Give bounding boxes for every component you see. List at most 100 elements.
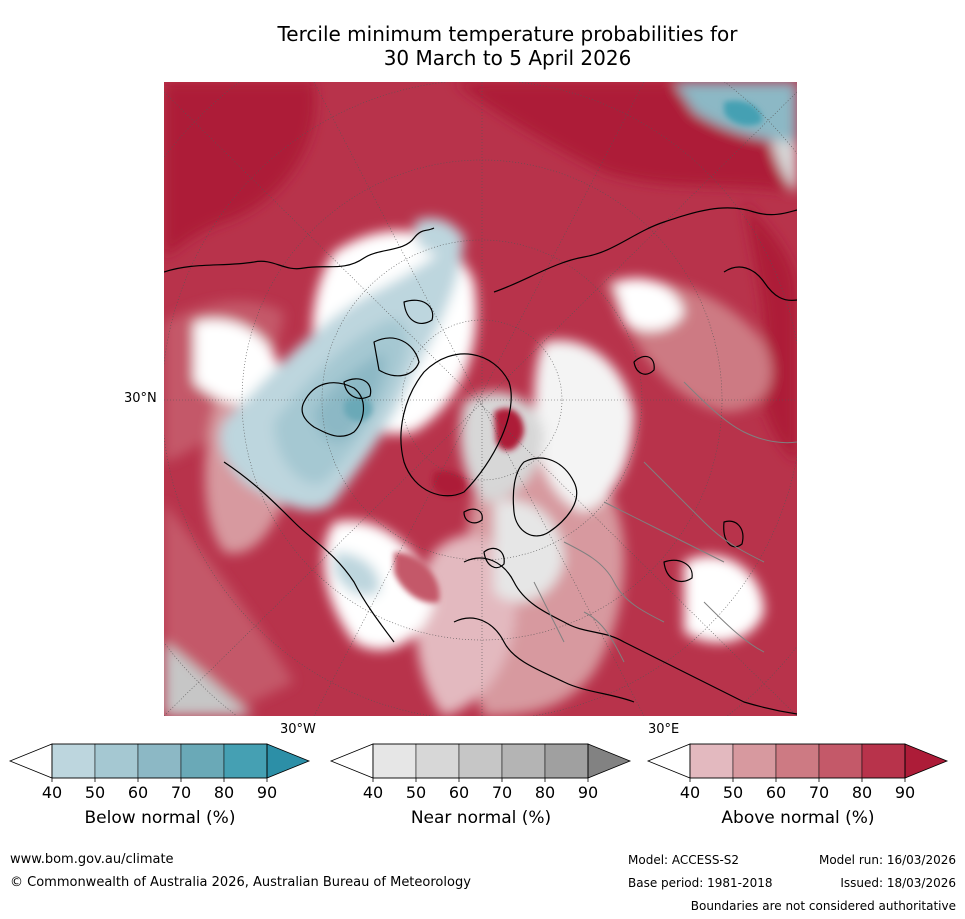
border (583, 611, 625, 663)
colorbar-below-title: Below normal (%) (84, 808, 236, 828)
colorbar-segment (180, 743, 225, 779)
colorbar-near-title: Near normal (%) (410, 808, 552, 828)
graticule (164, 82, 797, 716)
footer-model-run: Model run: 16/03/2026 (818, 853, 956, 867)
colorbar-segment (544, 743, 589, 779)
map-title: Tercile minimum temperature probabilitie… (160, 22, 855, 70)
coastline (633, 355, 655, 375)
coastline (343, 378, 372, 399)
colorbar-below: 40 50 60 70 80 90 (8, 742, 311, 802)
prob-zone-below-60 (314, 352, 385, 443)
colorbar-tick-label: 70 (492, 783, 512, 802)
colorbar-extend-high (587, 743, 632, 779)
coastline (483, 547, 505, 569)
colorbar-tick-label: 90 (578, 783, 598, 802)
prob-zone-below-80 (724, 100, 763, 126)
colorbar-segment (372, 743, 417, 779)
colorbar-tick-label: 90 (895, 783, 915, 802)
coastline (663, 559, 693, 583)
footer-copyright: © Commonwealth of Australia 2026, Austra… (10, 875, 471, 890)
lat-label-30n: 30°N (124, 391, 157, 406)
coastline (164, 227, 435, 273)
colorbar-tick-label: 80 (214, 783, 234, 802)
lon-label-30w: 30°W (280, 722, 316, 737)
title-line-2: 30 March to 5 April 2026 (383, 46, 632, 70)
country-borders (533, 381, 797, 663)
footer-base-period: Base period: 1981-2018 (628, 876, 773, 890)
colorbar-segment (137, 743, 182, 779)
colorbar-segment (818, 743, 863, 779)
colorbar-extend-low (8, 743, 53, 779)
colorbar-tick-label: 50 (85, 783, 105, 802)
prob-zone-none (534, 340, 634, 512)
colorbar-outline (372, 743, 589, 779)
colorbar-near: 40 50 60 70 80 90 (329, 742, 632, 802)
colorbar-tick-label: 50 (723, 783, 743, 802)
colorbar-tick-label: 40 (42, 783, 62, 802)
colorbar-near-graphic: 40 50 60 70 80 90 (329, 743, 632, 802)
coastline (723, 520, 744, 548)
prob-zone-above-90 (432, 470, 465, 497)
prob-zone-near-60 (164, 642, 254, 716)
prob-zone-none (684, 555, 764, 643)
colorbar-segment (501, 743, 546, 779)
prob-zone-below-40 (414, 218, 464, 254)
colorbar-tick-label: 40 (363, 783, 383, 802)
prob-zone-above-90 (164, 82, 316, 257)
colorbar-segment (223, 743, 268, 779)
coastline (400, 353, 512, 497)
footer-disclaimer: Boundaries are not considered authoritat… (690, 899, 956, 913)
coastline (463, 557, 797, 715)
colorbar-extend-high (904, 743, 949, 779)
border (533, 581, 565, 643)
colorbar-above: 40 50 60 70 80 90 (646, 742, 949, 802)
prob-zone-above-40 (415, 535, 516, 716)
prob-zone-none (614, 278, 684, 331)
colorbar-tick-label: 80 (852, 783, 872, 802)
border (683, 381, 797, 444)
prob-zone-below-70 (344, 396, 373, 422)
prob-zone-above-70 (164, 502, 294, 716)
colorbar-tick-label: 50 (406, 783, 426, 802)
lon-label-30e: 30°E (648, 722, 680, 737)
colorbar-outline (51, 743, 268, 779)
tercile-map (164, 82, 797, 716)
colorbar-segment (415, 743, 460, 779)
coastline (493, 207, 797, 293)
border (603, 501, 725, 563)
coastline (723, 266, 797, 302)
coastline (403, 299, 434, 324)
colorbar-segment (458, 743, 503, 779)
map-canvas (164, 82, 797, 716)
title-line-1: Tercile minimum temperature probabilitie… (277, 22, 738, 46)
prob-zone-above-90 (164, 82, 797, 192)
footer-issued: Issued: 18/03/2026 (840, 876, 956, 890)
colorbar-tick-label: 70 (171, 783, 191, 802)
colorbar-tick-label: 80 (535, 783, 555, 802)
coastline (373, 337, 420, 377)
colorbar-below-graphic: 40 50 60 70 80 90 (8, 743, 311, 802)
colorbar-tick-label: 40 (680, 783, 700, 802)
colorbar-segment (689, 743, 734, 779)
colorbar-above-title: Above normal (%) (721, 808, 875, 828)
coastline (301, 382, 364, 437)
colorbar-tick-label: 60 (766, 783, 786, 802)
prob-zone-above-90 (744, 202, 797, 462)
colorbar-extend-low (646, 743, 691, 779)
prob-zone-above-90 (494, 408, 524, 451)
colorbar-segment (51, 743, 96, 779)
colorbar-segment (732, 743, 777, 779)
footer-website: www.bom.gov.au/climate (10, 852, 174, 867)
border (703, 601, 765, 653)
prob-zone-above-70 (394, 552, 440, 603)
colorbar-above-graphic: 40 50 60 70 80 90 (646, 743, 949, 802)
colorbar-tick-label: 90 (257, 783, 277, 802)
colorbar-extend-high (266, 743, 311, 779)
coastlines (164, 207, 797, 715)
colorbar-segment (94, 743, 139, 779)
footer-model: Model: ACCESS-S2 (628, 853, 740, 867)
colorbar-tick-label: 60 (449, 783, 469, 802)
border (643, 461, 765, 563)
colorbar-tick-label: 60 (128, 783, 148, 802)
colorbar-tick-label: 70 (809, 783, 829, 802)
